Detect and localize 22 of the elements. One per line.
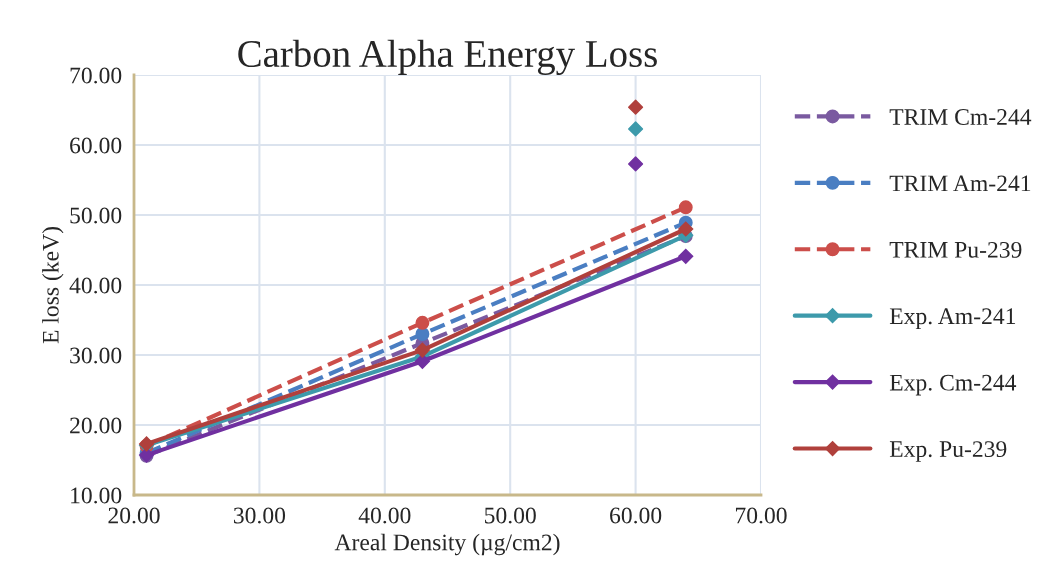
x-tick-label: 30.00	[233, 507, 286, 524]
y-tick-label: 40.00	[69, 277, 122, 294]
y-axis-title: E loss (keV)	[42, 227, 64, 344]
y-tick-label: 50.00	[70, 207, 122, 224]
legend-label: TRIM Am-241	[889, 175, 1031, 192]
x-tick-label: 40.00	[358, 507, 411, 524]
y-tick-label: 20.00	[70, 417, 122, 434]
legend-label: Exp. Pu-239	[889, 441, 1007, 462]
y-tick-label: 30.00	[70, 347, 122, 364]
legend-label: Exp. Am-241	[889, 308, 1016, 329]
legend-label: Exp. Cm-244	[889, 374, 1017, 396]
chart-title: Carbon Alpha Energy Loss	[238, 39, 657, 76]
y-tick-label: 60.00	[70, 137, 122, 154]
legend-label: TRIM Cm-244	[889, 109, 1032, 125]
x-axis-title: Areal Density (µg/cm2)	[334, 533, 560, 556]
x-tick-label: 70.00	[735, 507, 787, 524]
x-tick-label: 50.00	[485, 507, 536, 524]
legend-label: TRIM Pu-239	[889, 241, 1022, 258]
y-tick-label: 10.00	[71, 487, 122, 504]
x-tick-label: 20.00	[108, 507, 160, 524]
y-tick-label: 70.00	[70, 67, 122, 84]
x-tick-label: 60.00	[610, 507, 662, 524]
